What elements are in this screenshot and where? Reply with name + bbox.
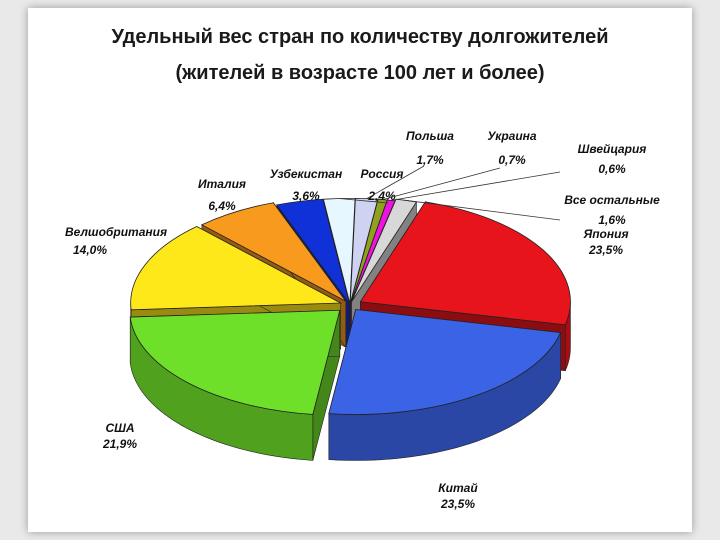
leader-line-7 xyxy=(366,165,425,200)
leader-line-8 xyxy=(382,167,501,200)
slice-name-label: Украина xyxy=(487,129,536,143)
leader-line-9 xyxy=(391,171,561,201)
slice-name-label: Велшобритания xyxy=(65,225,167,239)
slice-value-label: 0,7% xyxy=(498,153,526,167)
slice-value-label: 1,6% xyxy=(598,213,626,227)
pie-slice-Велшобритания xyxy=(130,226,343,311)
slice-value-label: 23,5% xyxy=(588,243,623,257)
pie-slice-Узбекистан xyxy=(276,198,350,304)
slice-name-label: Польша xyxy=(406,129,454,143)
leader-line-10 xyxy=(406,200,561,221)
slice-value-label: 6,4% xyxy=(208,199,236,213)
slice-value-label: 0,6% xyxy=(598,162,626,176)
slice-name-label: Китай xyxy=(438,481,478,495)
chart-title: Удельный вес стран по количеству долгожи… xyxy=(111,26,609,48)
pie-slice-Италия xyxy=(200,202,347,302)
chart-subtitle: (жителей в возрасте 100 лет и более) xyxy=(175,62,545,84)
slice-name-label: Япония xyxy=(582,227,628,241)
pie-slice-Китай xyxy=(328,309,562,415)
slice-value-label: 3,6% xyxy=(292,189,320,203)
slice-name-label: Россия xyxy=(361,167,404,181)
slice-name-label: Швейцария xyxy=(578,142,647,156)
pie-slice-США xyxy=(129,309,341,415)
slice-value-label: 14,0% xyxy=(73,243,107,257)
slice-value-label: 21,9% xyxy=(102,437,137,451)
slice-name-label: США xyxy=(105,421,134,435)
slice-value-label: 1,7% xyxy=(416,153,444,167)
slice-name-label: Узбекистан xyxy=(270,167,343,181)
pie-slice-Япония xyxy=(359,201,571,326)
slice-name-label: Все остальные xyxy=(564,193,660,207)
slice-name-label: Италия xyxy=(198,177,246,191)
slice-value-label: 23,5% xyxy=(440,497,475,511)
slice-value-label: 2,4% xyxy=(367,189,396,203)
leader-line-6 xyxy=(339,198,389,204)
